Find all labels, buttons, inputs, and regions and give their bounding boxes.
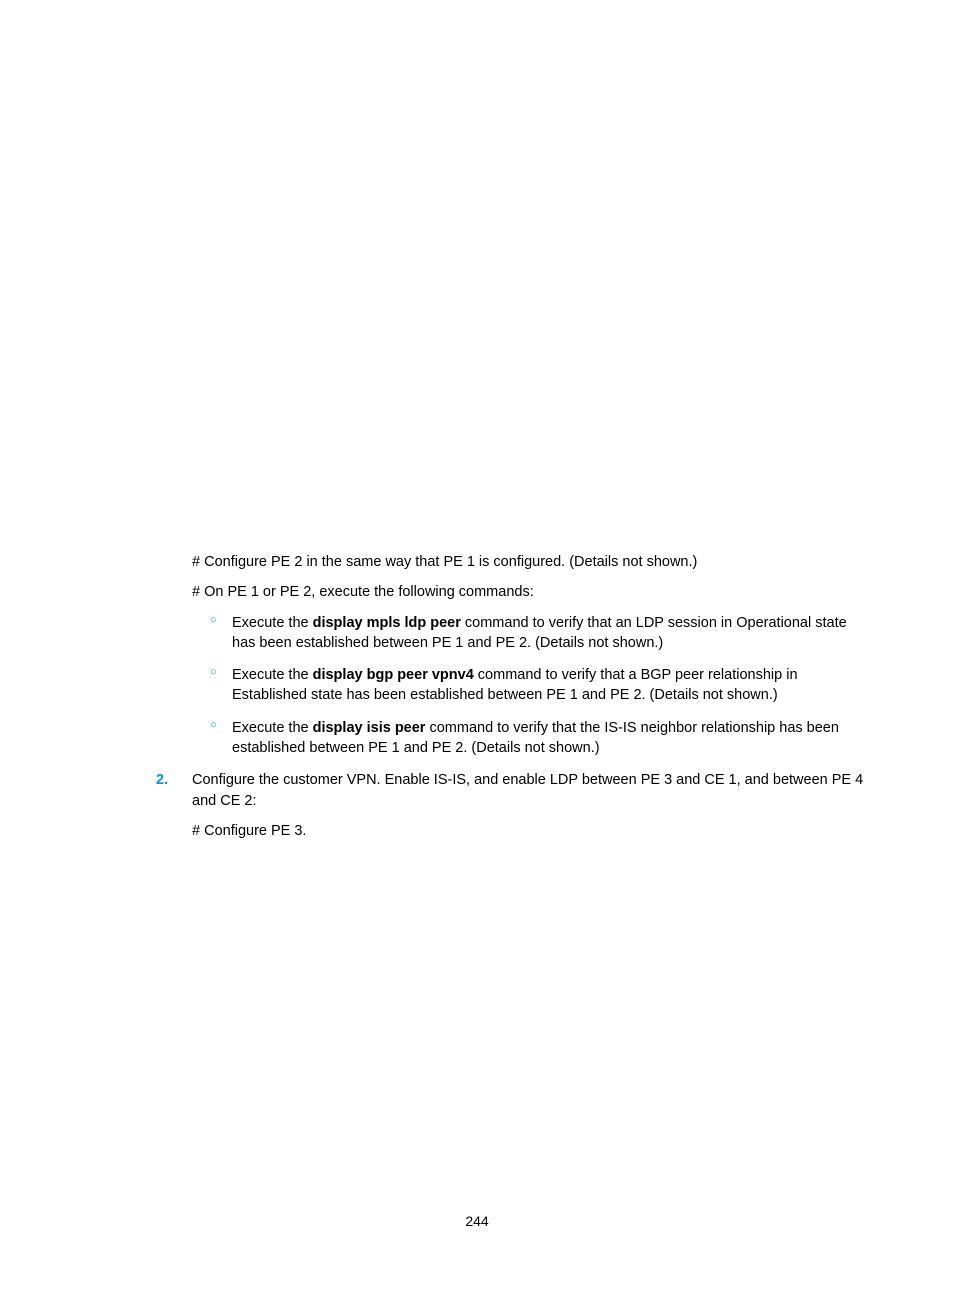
command-name: display mpls ldp peer <box>313 615 461 631</box>
paragraph-configure-pe2: # Configure PE 2 in the same way that PE… <box>192 552 872 572</box>
page: # Configure PE 2 in the same way that PE… <box>0 0 954 1296</box>
numbered-step-2: 2. Configure the customer VPN. Enable IS… <box>192 770 872 811</box>
list-item-text-pre: Execute the <box>232 667 313 683</box>
circle-bullet-icon: ○ <box>210 667 217 678</box>
page-number: 244 <box>0 1212 954 1232</box>
command-name: display bgp peer vpnv4 <box>313 667 474 683</box>
list-item-text-pre: Execute the <box>232 615 313 631</box>
list-item: ○ Execute the display isis peer command … <box>232 718 872 759</box>
paragraph-execute-commands: # On PE 1 or PE 2, execute the following… <box>192 582 872 602</box>
list-item: ○ Execute the display mpls ldp peer comm… <box>232 613 872 654</box>
list-item-text-pre: Execute the <box>232 720 313 736</box>
step-text: Configure the customer VPN. Enable IS-IS… <box>192 772 863 808</box>
circle-bullet-icon: ○ <box>210 720 217 731</box>
paragraph-configure-pe3: # Configure PE 3. <box>192 821 872 841</box>
body-content: # Configure PE 2 in the same way that PE… <box>102 552 872 851</box>
circle-bullet-icon: ○ <box>210 615 217 626</box>
command-bullet-list: ○ Execute the display mpls ldp peer comm… <box>102 613 872 759</box>
step-number-label: 2. <box>156 770 168 790</box>
command-name: display isis peer <box>313 720 426 736</box>
list-item: ○ Execute the display bgp peer vpnv4 com… <box>232 665 872 706</box>
